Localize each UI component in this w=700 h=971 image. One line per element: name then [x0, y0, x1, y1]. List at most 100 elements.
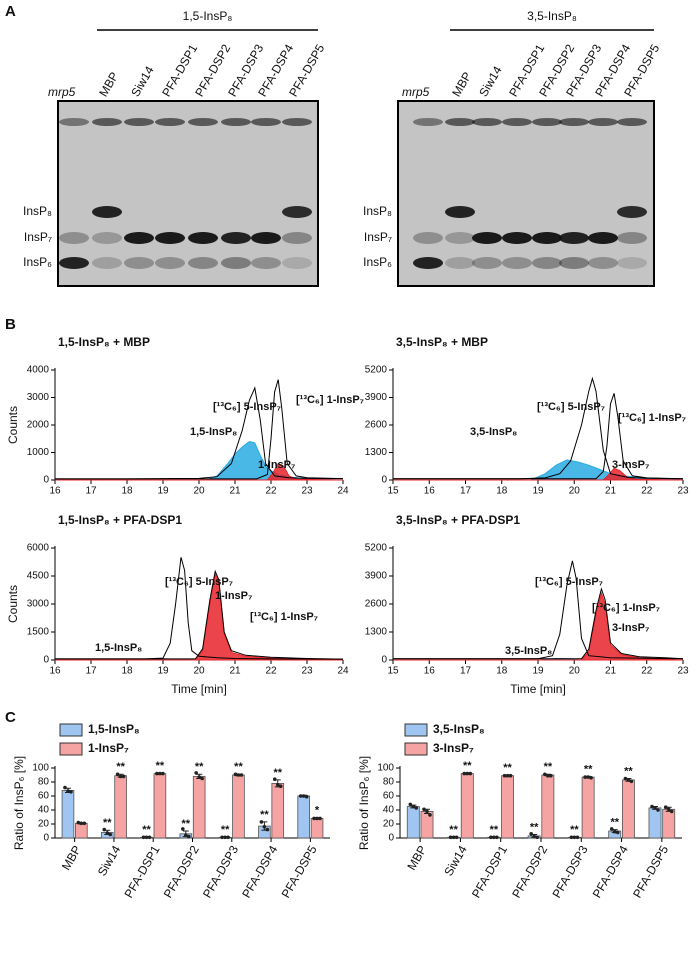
x-tick-label: 20: [569, 666, 581, 677]
replicate-point: [141, 835, 146, 840]
gel-band: [559, 232, 589, 244]
replicate-point: [589, 776, 593, 780]
band-label: InsP₆: [363, 255, 392, 269]
y-tick-label: 80: [38, 777, 50, 788]
gel-band: [472, 257, 502, 269]
band-label: InsP₇: [24, 230, 52, 244]
replicate-point: [468, 771, 473, 776]
replicate-point: [549, 773, 553, 778]
bar: [501, 775, 515, 839]
gel-band: [617, 118, 647, 126]
bar: [192, 776, 206, 839]
legend-label: 1-InsP₇: [88, 741, 129, 755]
gel-band: [221, 257, 251, 269]
replicate-point: [569, 835, 574, 840]
bar: [460, 773, 474, 839]
x-tick-label: 23: [677, 486, 689, 497]
x-tick-label: 19: [532, 486, 544, 497]
x-tick-label: 16: [424, 486, 436, 497]
replicate-point: [408, 802, 413, 807]
x-tick-label: 22: [641, 486, 653, 497]
y-tick-label: 3000: [27, 392, 50, 403]
bar: [310, 818, 324, 839]
x-tick-label: 16: [424, 666, 436, 677]
x-tick-label: 24: [337, 486, 349, 497]
y-tick-label: 1500: [27, 627, 50, 638]
replicate-point: [508, 773, 513, 778]
x-tick-label: 23: [301, 486, 313, 497]
x-tick-label: 18: [496, 486, 508, 497]
peak-label: [¹³C₆] 1-InsP₇: [618, 412, 686, 424]
x-tick-label: Siw14: [95, 843, 124, 879]
legend-label: 3-InsP₇: [433, 741, 474, 755]
significance-label: **: [103, 817, 112, 829]
replicate-point: [448, 835, 453, 840]
y-tick-label: 0: [388, 833, 394, 844]
trace-line: [55, 557, 344, 660]
x-tick-label: 16: [49, 486, 61, 497]
replicate-point: [301, 794, 306, 798]
x-axis-label: Time [min]: [510, 682, 566, 696]
replicate-point: [425, 809, 429, 814]
gel-band: [413, 232, 443, 244]
y-tick-label: 3900: [365, 392, 388, 403]
peak-label: 3,5-InsP₈: [505, 645, 552, 657]
x-tick-label: 18: [496, 666, 508, 677]
replicate-point: [495, 835, 499, 840]
x-tick-label: 16: [49, 666, 61, 677]
legend-swatch: [404, 723, 428, 737]
y-tick-label: 2600: [365, 420, 388, 431]
replicate-point: [623, 776, 628, 781]
replicate-point: [669, 809, 674, 814]
replicate-point: [239, 773, 244, 777]
gel-band: [92, 118, 122, 126]
significance-label: **: [570, 824, 579, 836]
gel-band: [59, 257, 89, 269]
replicate-point: [428, 813, 432, 817]
peak-label: 1,5-InsP₈: [190, 426, 237, 438]
significance-label: **: [503, 762, 512, 774]
y-axis-label: Counts: [6, 406, 20, 444]
legend-label: 3,5-InsP₈: [433, 722, 485, 736]
replicate-point: [108, 832, 113, 837]
x-tick-label: 22: [641, 666, 653, 677]
y-tick-label: 0: [43, 475, 49, 486]
significance-label: **: [490, 824, 499, 836]
replicate-point: [653, 806, 657, 810]
x-tick-label: 21: [605, 666, 617, 677]
band-label: InsP₈: [23, 204, 52, 218]
x-tick-label: PFA-DSP2: [509, 843, 550, 901]
bar: [153, 773, 167, 839]
replicate-point: [615, 830, 620, 835]
y-tick-label: 40: [38, 805, 50, 816]
x-tick-label: PFA-DSP4: [239, 843, 280, 901]
significance-label: **: [463, 760, 472, 772]
x-tick-label: 18: [121, 666, 133, 677]
replicate-point: [451, 835, 456, 840]
legend-swatch: [59, 723, 83, 737]
x-tick-label: PFA-DSP4: [590, 843, 631, 901]
replicate-point: [82, 821, 87, 826]
replicate-point: [462, 771, 467, 776]
bar: [406, 806, 420, 839]
y-axis-label: Ratio of InsP₆ [%]: [12, 756, 26, 850]
gel-band: [59, 232, 89, 244]
gel-band: [445, 118, 475, 126]
significance-label: **: [544, 761, 553, 773]
replicate-point: [259, 820, 264, 824]
bar: [581, 776, 595, 839]
replicate-point: [66, 789, 70, 793]
replicate-point: [318, 816, 322, 821]
replicate-point: [583, 775, 587, 779]
gel-band: [559, 118, 589, 126]
x-tick-label: 21: [229, 486, 241, 497]
peak-label: 3,5-InsP₈: [470, 426, 517, 438]
lane-label: Siw14: [128, 63, 157, 99]
replicate-point: [609, 827, 614, 831]
bar: [648, 807, 662, 839]
replicate-point: [262, 825, 267, 829]
x-tick-label: 22: [265, 486, 277, 497]
gel-image: [57, 100, 319, 287]
significance-label: **: [584, 763, 593, 775]
significance-label: **: [221, 824, 230, 836]
